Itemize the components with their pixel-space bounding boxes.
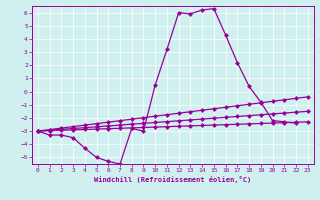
X-axis label: Windchill (Refroidissement éolien,°C): Windchill (Refroidissement éolien,°C) [94, 176, 252, 183]
